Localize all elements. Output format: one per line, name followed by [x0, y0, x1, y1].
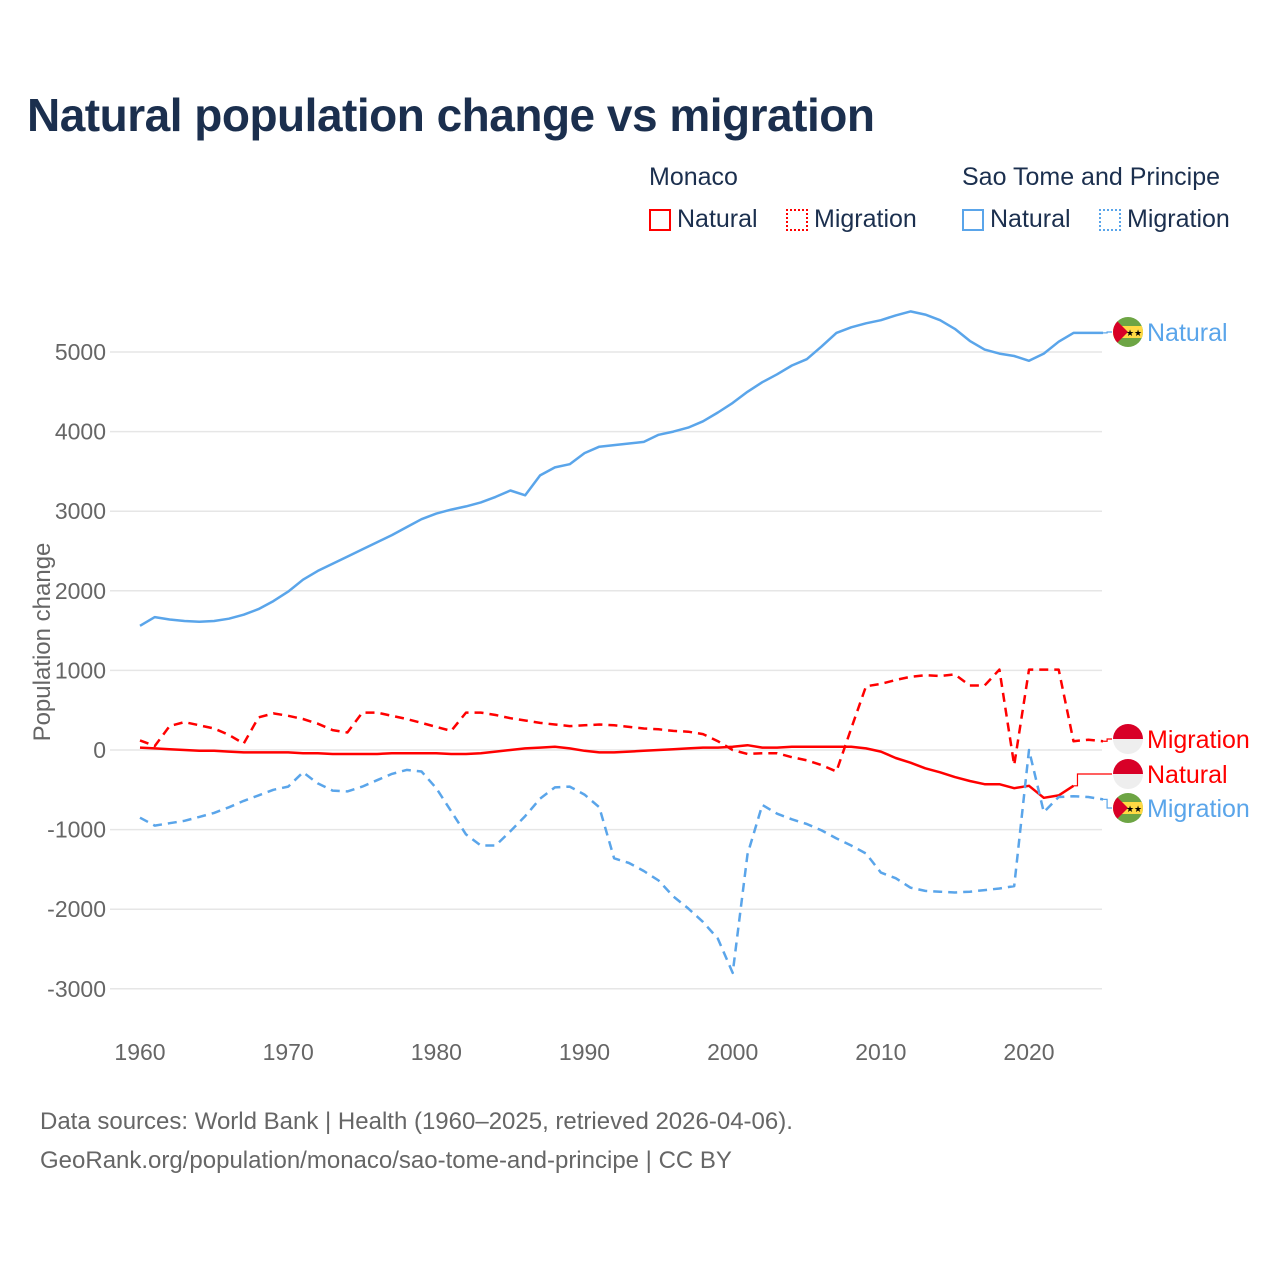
- series-end-label: Natural: [1147, 319, 1228, 347]
- legend-swatch-solid: [649, 208, 671, 231]
- y-tick-label: -1000: [47, 817, 106, 843]
- legend-label: Natural: [990, 205, 1071, 233]
- y-tick-label: 5000: [55, 339, 106, 365]
- monaco-flag-icon: [1113, 759, 1143, 789]
- x-tick-label: 1970: [263, 1039, 314, 1065]
- sao-tome-flag-icon: [1113, 793, 1143, 823]
- x-tick-label: 2020: [1003, 1039, 1054, 1065]
- sao-tome-flag-icon: [1113, 317, 1143, 347]
- legend-label: Migration: [814, 205, 917, 233]
- y-tick-label: 0: [93, 737, 106, 763]
- label-connector: [1073, 773, 1112, 787]
- x-tick-label: 1960: [114, 1039, 165, 1065]
- legend-swatch-dotted: [1099, 208, 1121, 231]
- y-tick-label: 2000: [55, 578, 106, 604]
- footer-url[interactable]: GeoRank.org/population/monaco/sao-tome-a…: [40, 1147, 732, 1174]
- footer-sources: Data sources: World Bank | Health (1960–…: [40, 1108, 793, 1135]
- y-tick-label: -2000: [47, 896, 106, 922]
- x-tick-label: 2010: [855, 1039, 906, 1065]
- label-connector: [1103, 798, 1112, 809]
- y-tick-label: 3000: [55, 498, 106, 524]
- legend-monaco-migration[interactable]: Migration: [786, 205, 917, 234]
- legend-swatch-dotted: [786, 208, 808, 231]
- legend-monaco-natural[interactable]: Natural: [649, 205, 758, 234]
- monaco-flag-icon: [1113, 724, 1143, 754]
- series-line-0: [139, 310, 1104, 627]
- legend-group-stp: Sao Tome and Principe: [962, 163, 1221, 191]
- label-connector: [1103, 738, 1112, 742]
- series-line-3: [139, 748, 1104, 975]
- x-tick-label: 1990: [559, 1039, 610, 1065]
- series-line-1: [139, 668, 1104, 773]
- y-tick-label: 4000: [55, 419, 106, 445]
- series-end-label: Migration: [1147, 795, 1250, 823]
- y-tick-label: -3000: [47, 976, 106, 1002]
- y-axis-label: Population change: [29, 543, 56, 742]
- chart-title: Natural population change vs migration: [27, 89, 875, 141]
- legend-group-monaco: Monaco: [649, 163, 738, 191]
- label-connector: [1103, 331, 1112, 334]
- legend-stp-migration[interactable]: Migration: [1099, 205, 1230, 234]
- series-line-2: [139, 743, 1075, 800]
- legend-label: Migration: [1127, 205, 1230, 233]
- x-tick-label: 2000: [707, 1039, 758, 1065]
- x-tick-label: 1980: [411, 1039, 462, 1065]
- legend-stp-natural[interactable]: Natural: [962, 205, 1071, 234]
- legend-swatch-solid: [962, 208, 984, 231]
- series-end-label: Migration: [1147, 726, 1250, 754]
- series-end-label: Natural: [1147, 761, 1228, 789]
- y-tick-label: 1000: [55, 657, 106, 683]
- legend-label: Natural: [677, 205, 758, 233]
